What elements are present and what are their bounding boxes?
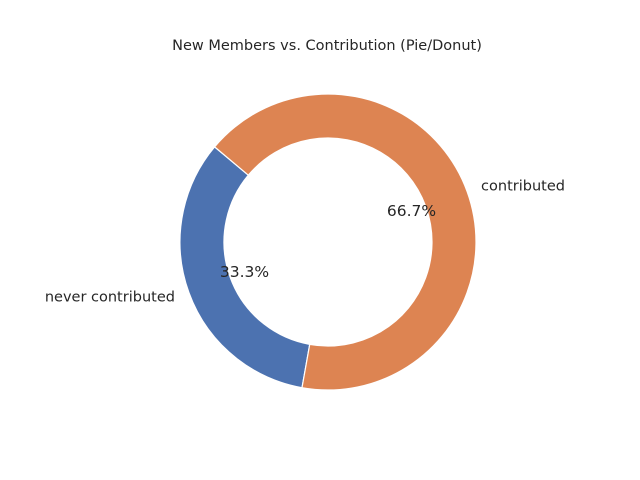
percent-label-never-contributed: 33.3% xyxy=(220,263,269,281)
donut-slices xyxy=(179,93,477,391)
label-never-contributed: never contributed xyxy=(45,290,175,306)
chart-title: New Members vs. Contribution (Pie/Donut) xyxy=(172,38,482,54)
label-contributed: contributed xyxy=(481,178,565,194)
donut-labels: never contributed 33.3% contributed 66.7% xyxy=(45,178,565,305)
slice-contributed xyxy=(213,93,477,391)
slice-never-contributed xyxy=(179,146,311,389)
percent-label-contributed: 66.7% xyxy=(387,202,436,220)
